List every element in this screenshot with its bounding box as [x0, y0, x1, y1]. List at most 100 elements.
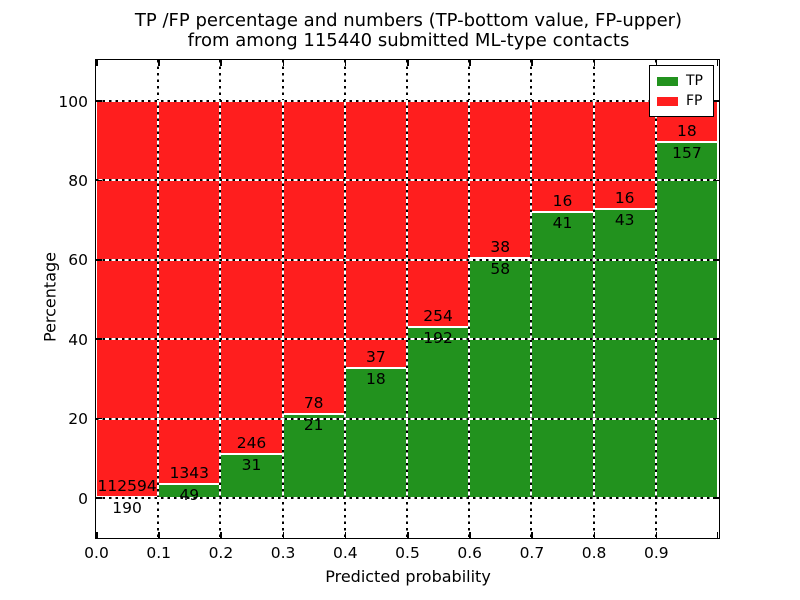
x-tick-mark: [655, 532, 658, 538]
x-tick-label: 0.1: [146, 544, 172, 562]
legend-swatch: [657, 96, 678, 106]
x-tick-mark: [655, 60, 658, 66]
y-tick-mark: [96, 179, 102, 182]
bar-count-tp: 49: [179, 486, 200, 505]
gridline-horizontal: [96, 100, 719, 102]
chart-title-line2: from among 115440 submitted ML-type cont…: [187, 30, 630, 51]
x-tick-mark: [407, 532, 409, 538]
legend-label: FP: [686, 93, 703, 109]
bar-count-fp: 246: [236, 433, 267, 452]
gridline-horizontal: [96, 258, 719, 261]
bar-count-tp: 157: [672, 143, 702, 162]
bar-count-fp: 16: [552, 192, 573, 211]
x-tick-mark: [220, 60, 222, 66]
y-tick-mark: [713, 259, 719, 261]
x-tick-mark: [469, 532, 471, 538]
y-tick-label: 60: [68, 251, 88, 270]
gridline-vertical: [157, 60, 160, 537]
y-tick-mark: [96, 100, 102, 102]
bar-count-fp: 38: [490, 238, 511, 257]
bar-count-tp: 58: [490, 260, 511, 279]
bar-count-tp: 190: [112, 499, 142, 518]
gridline-horizontal: [96, 417, 719, 420]
x-tick-mark: [469, 60, 471, 66]
chart-title: TP /FP percentage and numbers (TP-bottom…: [96, 11, 721, 51]
x-tick-mark: [531, 60, 533, 66]
x-tick-label: 0.2: [208, 544, 234, 562]
gridline-vertical: [654, 60, 657, 537]
x-tick-mark: [344, 60, 347, 66]
x-tick-mark: [344, 532, 347, 538]
y-tick-label: 0: [78, 489, 88, 508]
bar-count-tp: 21: [303, 415, 324, 434]
legend: TP FP: [649, 65, 714, 117]
bar-segment-tp: [407, 327, 470, 498]
y-tick-mark: [713, 100, 719, 102]
bar-count-tp: 18: [366, 370, 386, 389]
plot-area: 112594 190 1343 49 246 31 78 21 37 18 254 192 38 58 16…: [95, 59, 720, 539]
bar-count-fp: 254: [423, 307, 453, 326]
bar-count-tp: 31: [241, 455, 262, 474]
bar-count-fp: 18: [677, 121, 697, 140]
y-tick-mark: [96, 338, 102, 340]
x-tick-mark: [158, 532, 160, 538]
chart-title-line1: TP /FP percentage and numbers (TP-bottom…: [134, 10, 683, 31]
x-tick-mark: [593, 532, 596, 538]
x-tick-label: 0.5: [395, 544, 420, 562]
x-tick-label: 0.7: [519, 544, 545, 562]
x-tick-mark: [282, 532, 285, 538]
tick-marks-layer: [96, 60, 719, 538]
x-tick-label: 0.9: [643, 544, 669, 562]
bar-count-tp: 41: [552, 214, 573, 233]
x-tick-mark: [282, 60, 285, 66]
x-tick-mark: [716, 532, 718, 538]
y-tick-mark: [713, 338, 719, 340]
y-tick-mark: [713, 179, 719, 182]
legend-entry: FP: [657, 91, 703, 111]
x-tick-mark: [716, 60, 718, 66]
y-tick-label: 100: [58, 92, 88, 111]
gridline-vertical: [281, 60, 284, 537]
bar-count-fp: 78: [303, 393, 324, 412]
grid-layer: [96, 60, 719, 538]
bar-labels-layer: 112594 190 1343 49 246 31 78 21 37 18 254 192 38 58 16…: [96, 60, 719, 538]
y-tick-mark: [96, 497, 102, 499]
x-tick-label: 0.4: [332, 544, 358, 562]
x-tick-mark: [96, 60, 98, 66]
bar-count-fp: 16: [614, 188, 635, 207]
y-tick-mark: [713, 417, 719, 420]
bar-count-fp: 37: [366, 348, 386, 367]
bar-segment-tp: [593, 208, 656, 498]
y-tick-label: 20: [68, 410, 88, 429]
gridline-horizontal: [96, 338, 719, 341]
gridline-vertical: [592, 60, 595, 537]
gridline-vertical: [343, 60, 346, 537]
bar-count-fp: 1343: [169, 464, 210, 483]
x-tick-label: 0.0: [84, 544, 109, 562]
gridline-vertical: [406, 60, 408, 537]
gridline-vertical: [530, 60, 533, 537]
bar-segment-tp: [655, 141, 718, 498]
gridline-vertical: [468, 60, 471, 537]
legend-entry: TP: [657, 71, 703, 91]
x-tick-mark: [158, 60, 160, 66]
bar-count-tp: 43: [614, 210, 635, 229]
y-tick-label: 40: [68, 330, 88, 349]
legend-label: TP: [686, 73, 703, 89]
gridline-horizontal: [96, 497, 719, 499]
x-tick-mark: [593, 60, 596, 66]
bar-count-tp: 192: [423, 329, 453, 348]
x-tick-mark: [407, 60, 409, 66]
gridline-horizontal: [96, 179, 719, 182]
bar-segment-fp: [96, 101, 159, 498]
gridline-vertical: [219, 60, 222, 537]
x-tick-mark: [531, 532, 533, 538]
x-tick-mark: [96, 532, 98, 538]
x-tick-label: 0.8: [581, 544, 607, 562]
y-tick-label: 80: [68, 171, 88, 190]
x-tick-label: 0.3: [270, 544, 296, 562]
x-tick-label: 0.6: [457, 544, 483, 562]
legend-swatch: [657, 76, 678, 86]
x-axis-label: Predicted probability: [325, 567, 491, 586]
